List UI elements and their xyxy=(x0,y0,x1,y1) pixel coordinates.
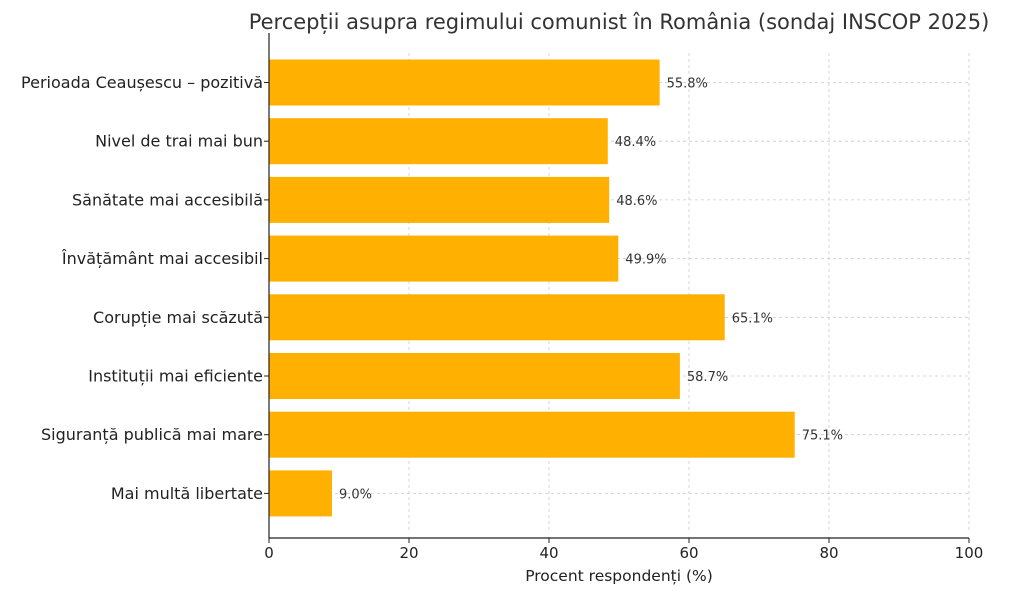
x-tick-label: 80 xyxy=(819,544,838,562)
y-tick-label: Corupție mai scăzută xyxy=(93,308,263,327)
data-label: 55.8% xyxy=(667,77,708,92)
y-tick-label: Instituții mai eficiente xyxy=(88,367,263,386)
x-tick-label: 100 xyxy=(955,544,984,562)
axes: Perioada Ceaușescu – pozitivă Nivel de tr… xyxy=(21,33,983,562)
data-label: 65.1% xyxy=(732,311,773,326)
y-tick-label: Siguranță publică mai mare xyxy=(41,425,263,444)
bar xyxy=(269,353,680,399)
data-label: 9.0% xyxy=(339,487,372,502)
bar xyxy=(269,118,608,165)
y-tick-label: Perioada Ceaușescu – pozitivă xyxy=(21,73,263,92)
y-tick-label: Învățământ mai accesibil xyxy=(61,249,263,268)
chart-title: Percepții asupra regimului comunist în R… xyxy=(249,10,990,34)
bar xyxy=(269,411,795,458)
data-label: 58.7% xyxy=(687,370,728,385)
y-tick-label: Mai multă libertate xyxy=(111,484,263,503)
x-tick-label: 40 xyxy=(539,544,558,562)
bars: 55.8% 48.4% 48.6% 49.9% 65.1% 58.7% 75.1% 9.0% xyxy=(269,59,843,517)
bar xyxy=(269,59,660,106)
x-tick-label: 60 xyxy=(679,544,698,562)
y-tick-label: Nivel de trai mai bun xyxy=(95,132,263,151)
bar xyxy=(269,470,332,517)
data-label: 75.1% xyxy=(802,429,843,444)
data-label: 48.4% xyxy=(615,135,656,150)
bar xyxy=(269,294,725,341)
x-axis-title: Procent respondenți (%) xyxy=(525,567,713,585)
data-label: 49.9% xyxy=(625,253,666,268)
x-tick-label: 0 xyxy=(264,544,274,562)
data-label: 48.6% xyxy=(616,194,657,209)
x-tick-label: 20 xyxy=(399,544,418,562)
bar xyxy=(269,235,619,282)
bar xyxy=(269,176,610,223)
y-tick-label: Sănătate mai accesibilă xyxy=(72,190,263,209)
